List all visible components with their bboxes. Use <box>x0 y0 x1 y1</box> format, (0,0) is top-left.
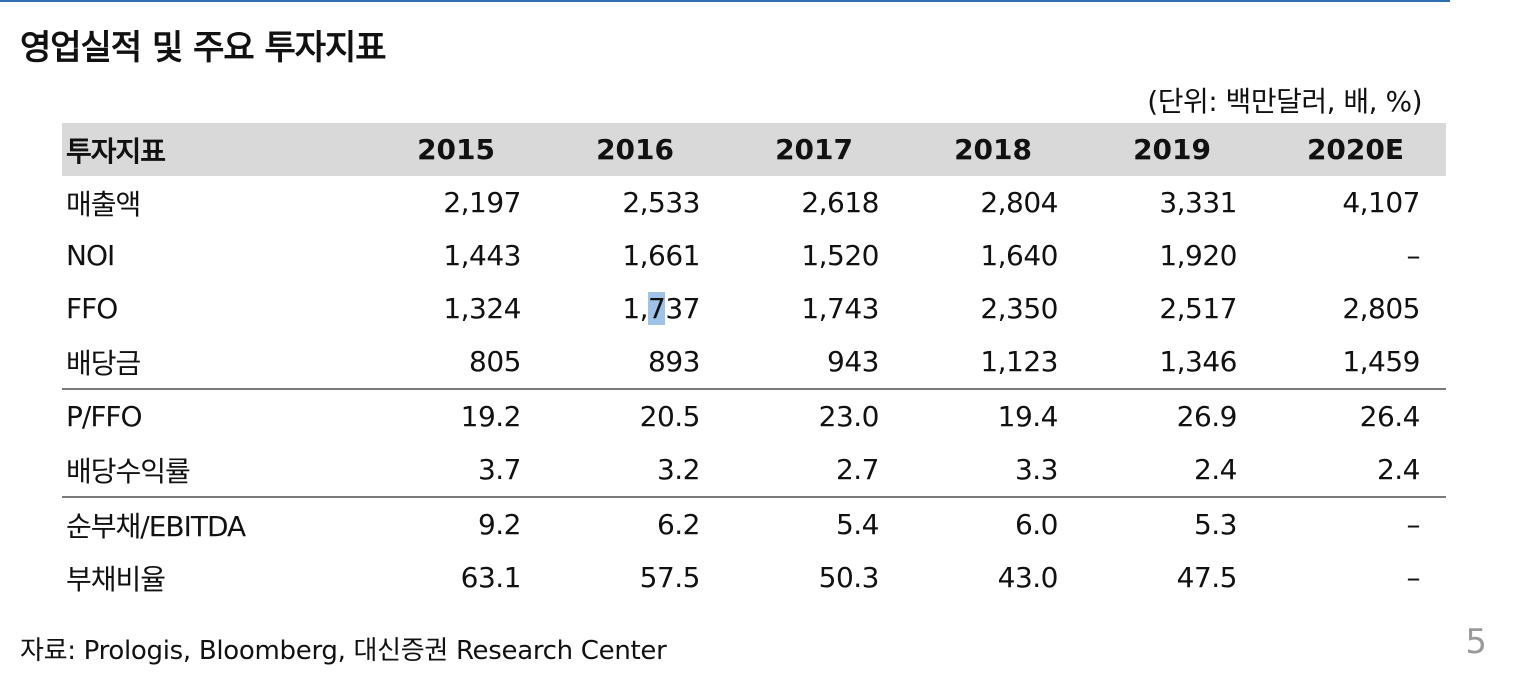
row-label: P/FFO <box>62 388 344 443</box>
table-cell: 5.4 <box>702 496 881 551</box>
table-cell: 2,350 <box>980 292 1058 325</box>
table-cell: 1,743 <box>801 292 879 325</box>
table-cell: 1,459 <box>1342 345 1420 378</box>
table-cell: – <box>1239 496 1446 551</box>
table-cell: 1,324 <box>443 292 521 325</box>
header-year: 2018 <box>954 133 1032 166</box>
unit-note: (단위: 백만달러, 배, %) <box>1147 85 1422 118</box>
table-row: 부채비율 63.1 57.5 50.3 43.0 47.5 – <box>62 551 1446 604</box>
header-year: 2020E <box>1306 133 1404 166</box>
table-cell: 6.2 <box>523 496 702 551</box>
table-cell: – <box>1406 561 1421 594</box>
table-cell: – <box>1406 239 1421 272</box>
table-header-row: 투자지표 2015 2016 2017 2018 2019 2020E <box>62 123 1446 176</box>
source-note: 자료: Prologis, Bloomberg, 대신증권 Research C… <box>20 636 667 666</box>
header-year: 2019 <box>1133 133 1211 166</box>
header-year: 2015 <box>417 133 495 166</box>
table-cell: 2.7 <box>835 453 880 486</box>
table-cell: 2,805 <box>1342 292 1420 325</box>
table-cell: 2,197 <box>443 186 521 219</box>
table-cell: 47.5 <box>1176 561 1238 594</box>
table-cell: 943 <box>827 345 879 378</box>
table-cell: 2.4 <box>1376 453 1421 486</box>
table-cell: 26.4 <box>1239 388 1446 443</box>
table-cell: 1,123 <box>980 345 1058 378</box>
table-cell: 1,661 <box>622 239 700 272</box>
table-cell: 5.3 <box>1060 496 1239 551</box>
row-label: 부채비율 <box>66 562 166 596</box>
table-cell: 893 <box>648 345 700 378</box>
text-selection: 7 <box>648 292 666 325</box>
table-cell: 57.5 <box>639 561 701 594</box>
table-row: 배당수익률 3.7 3.2 2.7 3.3 2.4 2.4 <box>62 443 1446 497</box>
row-label: FFO <box>66 292 118 325</box>
table-cell: 3,331 <box>1159 186 1237 219</box>
table-cell: 63.1 <box>460 561 522 594</box>
table-cell: 1,920 <box>1159 239 1237 272</box>
table-row: 배당금 805 893 943 1,123 1,346 1,459 <box>62 335 1446 389</box>
investment-indicators-table: 투자지표 2015 2016 2017 2018 2019 2020E 매출액 … <box>62 123 1446 604</box>
table-row: P/FFO 19.2 20.5 23.0 19.4 26.9 26.4 <box>62 388 1446 443</box>
table-row: FFO 1,324 1,737 1,743 2,350 2,517 2,805 <box>62 282 1446 335</box>
row-label: 매출액 <box>66 187 141 221</box>
row-label: 배당수익률 <box>66 454 191 488</box>
table-row: NOI 1,443 1,661 1,520 1,640 1,920 – <box>62 229 1446 282</box>
table-cell: 9.2 <box>344 496 523 551</box>
row-label: 배당금 <box>66 346 141 380</box>
table-cell: 19.2 <box>344 388 523 443</box>
table-cell: 19.4 <box>881 388 1060 443</box>
row-label: NOI <box>66 239 115 272</box>
table-cell: 2.4 <box>1193 453 1238 486</box>
table-cell: 3.7 <box>477 453 522 486</box>
table-cell: 26.9 <box>1060 388 1239 443</box>
table-cell: 50.3 <box>818 561 880 594</box>
table-cell: 2,618 <box>801 186 879 219</box>
table-cell: 2,804 <box>980 186 1058 219</box>
table-row: 순부채/EBITDA 9.2 6.2 5.4 6.0 5.3 – <box>62 496 1446 551</box>
page-title: 영업실적 및 주요 투자지표 <box>20 28 387 68</box>
table-cell: 20.5 <box>523 388 702 443</box>
table-cell: 1,640 <box>980 239 1058 272</box>
table-cell: 2,517 <box>1159 292 1237 325</box>
table-cell: 1,346 <box>1159 345 1237 378</box>
page-number: 5 <box>1465 622 1487 662</box>
table-cell: 43.0 <box>997 561 1059 594</box>
table-cell: 23.0 <box>702 388 881 443</box>
table-cell: 3.2 <box>656 453 701 486</box>
table-cell: 805 <box>469 345 521 378</box>
table-cell: 1,520 <box>801 239 879 272</box>
header-year: 2016 <box>596 133 674 166</box>
table-cell: 4,107 <box>1342 186 1420 219</box>
table-cell-selected[interactable]: 1,737 <box>622 292 701 325</box>
table-cell: 6.0 <box>881 496 1060 551</box>
top-accent-rule <box>0 0 1450 2</box>
table-row: 매출액 2,197 2,533 2,618 2,804 3,331 4,107 <box>62 176 1446 229</box>
row-label: 순부채/EBITDA <box>62 496 344 551</box>
header-year: 2017 <box>775 133 853 166</box>
table-cell: 2,533 <box>622 186 700 219</box>
table-cell: 3.3 <box>1014 453 1059 486</box>
table-cell: 1,443 <box>443 239 521 272</box>
header-label: 투자지표 <box>66 134 166 168</box>
